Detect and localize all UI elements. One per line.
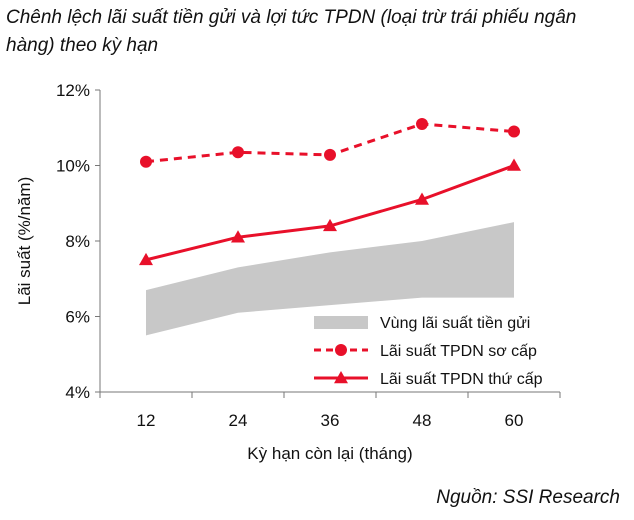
- legend-band-label: Vùng lãi suất tiền gửi: [380, 315, 530, 332]
- primary-point-4: [508, 125, 520, 138]
- secondary-point-2: [323, 218, 337, 232]
- secondary-point-4: [507, 158, 521, 171]
- legend-primary-swatch: [314, 344, 368, 356]
- y-tick-label-2: 8%: [65, 232, 90, 251]
- x-tick-label-2: 36: [321, 411, 340, 430]
- legend-secondary-marker: [334, 371, 348, 384]
- secondary-point-3: [415, 192, 429, 205]
- tick-labels: 4% 6% 8% 10% 12% 12 24 36 48 60: [56, 81, 523, 430]
- primary-point-2: [324, 148, 336, 161]
- secondary-point-1: [231, 230, 245, 243]
- legend-band-swatch: [314, 316, 368, 329]
- legend-secondary-swatch: [314, 371, 368, 384]
- y-tick-label-1: 6%: [65, 308, 90, 327]
- legend-primary-marker: [335, 344, 347, 356]
- primary-point-3: [416, 117, 428, 130]
- primary-point-0: [140, 155, 152, 168]
- series-layer: [139, 117, 521, 266]
- axes: [95, 89, 561, 398]
- legend-secondary-label: Lãi suất TPDN thứ cấp: [380, 371, 543, 388]
- y-axis-label: Lãi suất (%/năm): [15, 177, 34, 306]
- secondary-point-0: [139, 252, 153, 266]
- x-tick-label-0: 12: [137, 411, 156, 430]
- deposit-band-layer: [146, 222, 514, 336]
- primary-point-1: [232, 146, 244, 159]
- legend-primary-label: Lãi suất TPDN sơ cấp: [380, 343, 537, 360]
- y-tick-label-4: 12%: [56, 81, 90, 100]
- y-tick-label-0: 4%: [65, 383, 90, 402]
- x-tick-label-1: 24: [229, 411, 248, 430]
- deposit-band-area: [146, 222, 514, 336]
- x-axis-label: Kỳ hạn còn lại (tháng): [247, 444, 412, 463]
- y-tick-label-3: 10%: [56, 157, 90, 176]
- chart-title: Chênh lệch lãi suất tiền gửi và lợi tức …: [6, 7, 577, 56]
- x-tick-label-3: 48: [413, 411, 432, 430]
- source-note: Nguồn: SSI Research: [436, 487, 620, 508]
- legend: Vùng lãi suất tiền gửi Lãi suất TPDN sơ …: [314, 315, 543, 388]
- x-tick-label-4: 60: [505, 411, 524, 430]
